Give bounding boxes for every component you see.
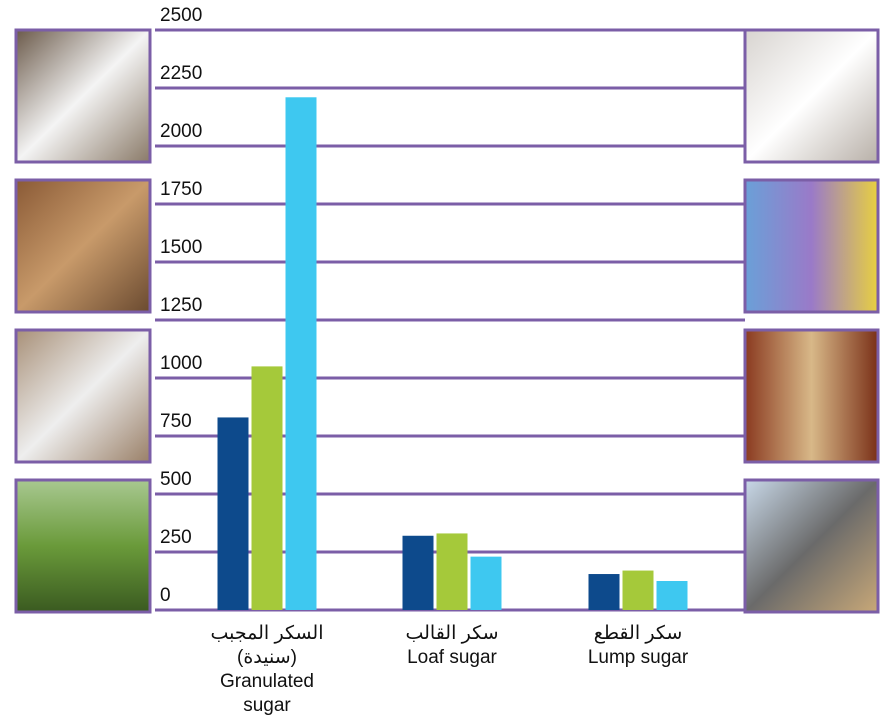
x-tick-label: سكر القالب [405, 623, 498, 644]
photo [743, 328, 880, 464]
y-tick-label: 1500 [160, 237, 202, 258]
x-tick-label: sugar [243, 695, 291, 716]
y-tick-label: 1250 [160, 295, 202, 316]
y-tick-label: 2250 [160, 63, 202, 84]
bar [217, 417, 249, 610]
photo [743, 28, 880, 164]
photo [14, 178, 152, 314]
photo [743, 478, 880, 614]
y-tick-label: 2000 [160, 121, 202, 142]
bar [402, 535, 434, 610]
bar [251, 366, 283, 610]
x-tick-label: Lump sugar [588, 647, 689, 668]
bar [622, 570, 654, 610]
y-tick-label: 2500 [160, 5, 202, 26]
y-tick-label: 1000 [160, 353, 202, 374]
photo [14, 28, 152, 164]
y-tick-label: 0 [160, 585, 171, 606]
photo [14, 328, 152, 464]
photos [14, 28, 880, 614]
photo [14, 478, 152, 614]
x-tick-label: سكر القطع [594, 623, 683, 644]
y-tick-label: 500 [160, 469, 192, 490]
x-tick-label: Loaf sugar [407, 647, 497, 668]
bar [285, 97, 317, 610]
bar [588, 574, 620, 610]
bar [436, 533, 468, 610]
x-tick-label: (سنيدة) [237, 647, 297, 668]
x-tick-label: Granulated [220, 671, 314, 692]
x-tick-label: السكر المجبب [211, 623, 324, 644]
y-tick-label: 750 [160, 411, 192, 432]
bar [470, 556, 502, 610]
y-tick-label: 250 [160, 527, 192, 548]
bar [656, 581, 688, 610]
photo [743, 178, 880, 314]
y-tick-label: 1750 [160, 179, 202, 200]
